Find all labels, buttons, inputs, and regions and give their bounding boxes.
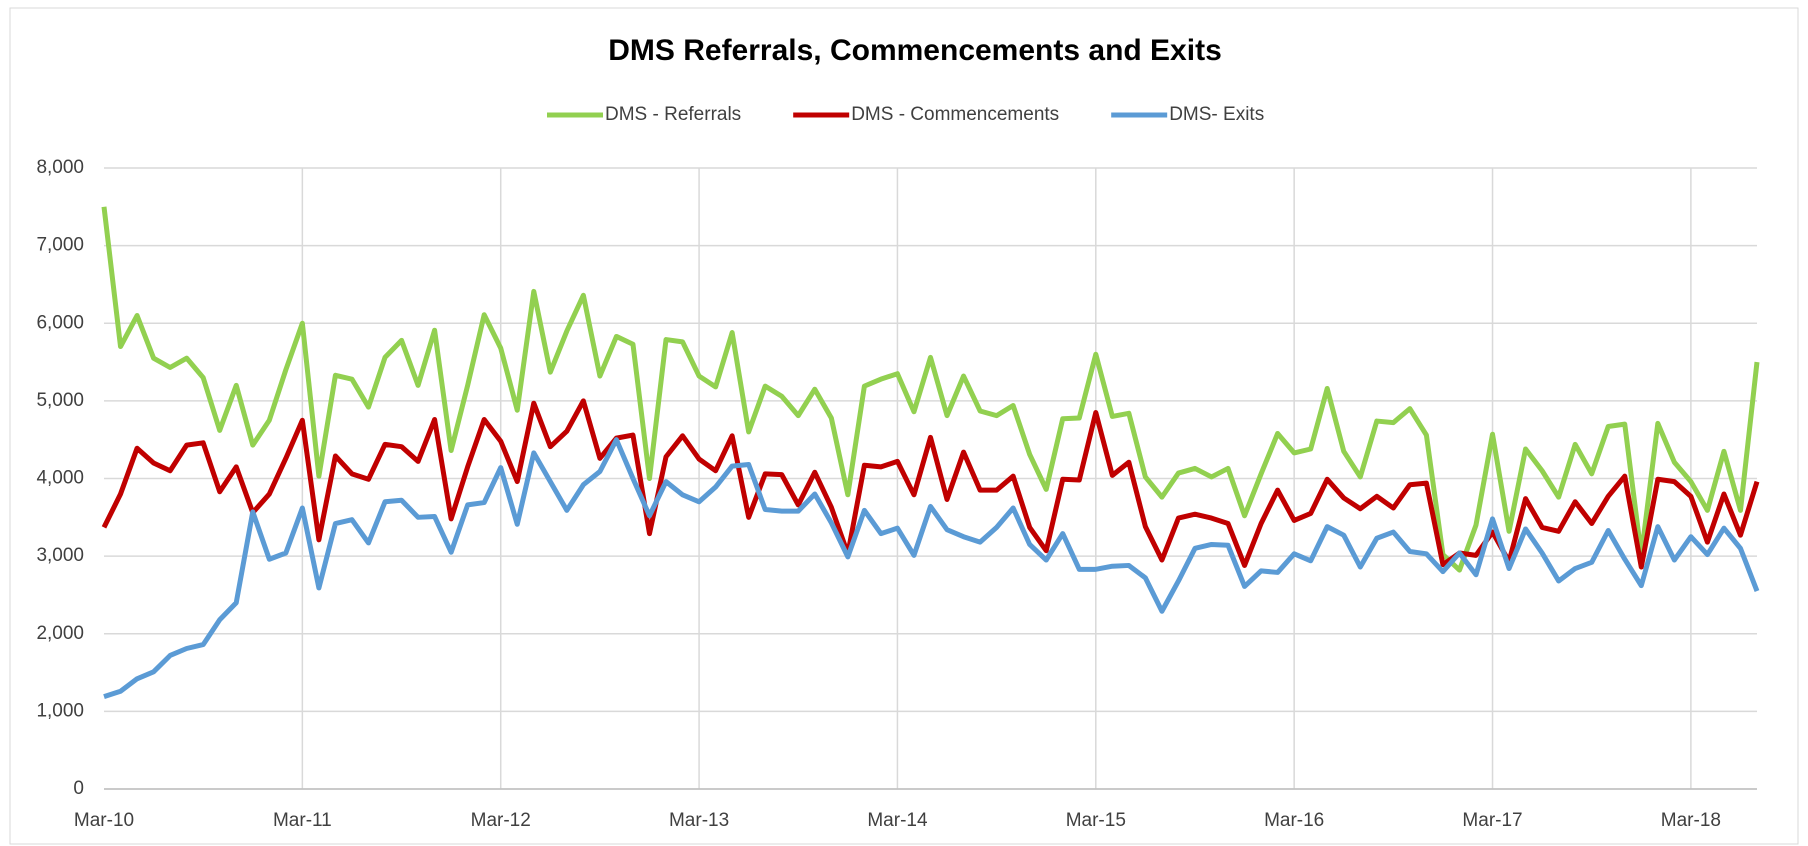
y-tick-label: 1,000 xyxy=(36,700,84,721)
y-tick-label: 7,000 xyxy=(36,235,84,256)
x-tick-label: Mar-16 xyxy=(1264,810,1324,831)
line-series xyxy=(101,206,1760,573)
y-tick-label: 6,000 xyxy=(36,312,84,333)
chart-title: DMS Referrals, Commencements and Exits xyxy=(608,34,1222,67)
legend-label: DMS- Exits xyxy=(1169,104,1264,125)
line-series xyxy=(103,437,1760,700)
y-tick-label: 4,000 xyxy=(36,468,84,489)
y-tick-label: 5,000 xyxy=(36,390,84,411)
y-tick-label: 3,000 xyxy=(36,545,84,566)
y-tick-label: 0 xyxy=(73,778,84,799)
legend-label: DMS - Referrals xyxy=(605,104,741,125)
y-tick-label: 2,000 xyxy=(36,623,84,644)
x-tick-label: Mar-10 xyxy=(74,810,134,831)
x-tick-label: Mar-18 xyxy=(1661,810,1721,831)
x-tick-label: Mar-11 xyxy=(273,810,332,831)
x-tick-label: Mar-17 xyxy=(1462,810,1522,831)
x-tick-label: Mar-13 xyxy=(669,810,729,831)
x-tick-label: Mar-14 xyxy=(867,810,928,831)
chart-border xyxy=(9,7,1799,845)
legend-label: DMS - Commencements xyxy=(851,104,1059,125)
y-tick-label: 8,000 xyxy=(36,157,84,178)
x-tick-label: Mar-12 xyxy=(471,810,531,831)
x-tick-label: Mar-15 xyxy=(1066,810,1126,831)
